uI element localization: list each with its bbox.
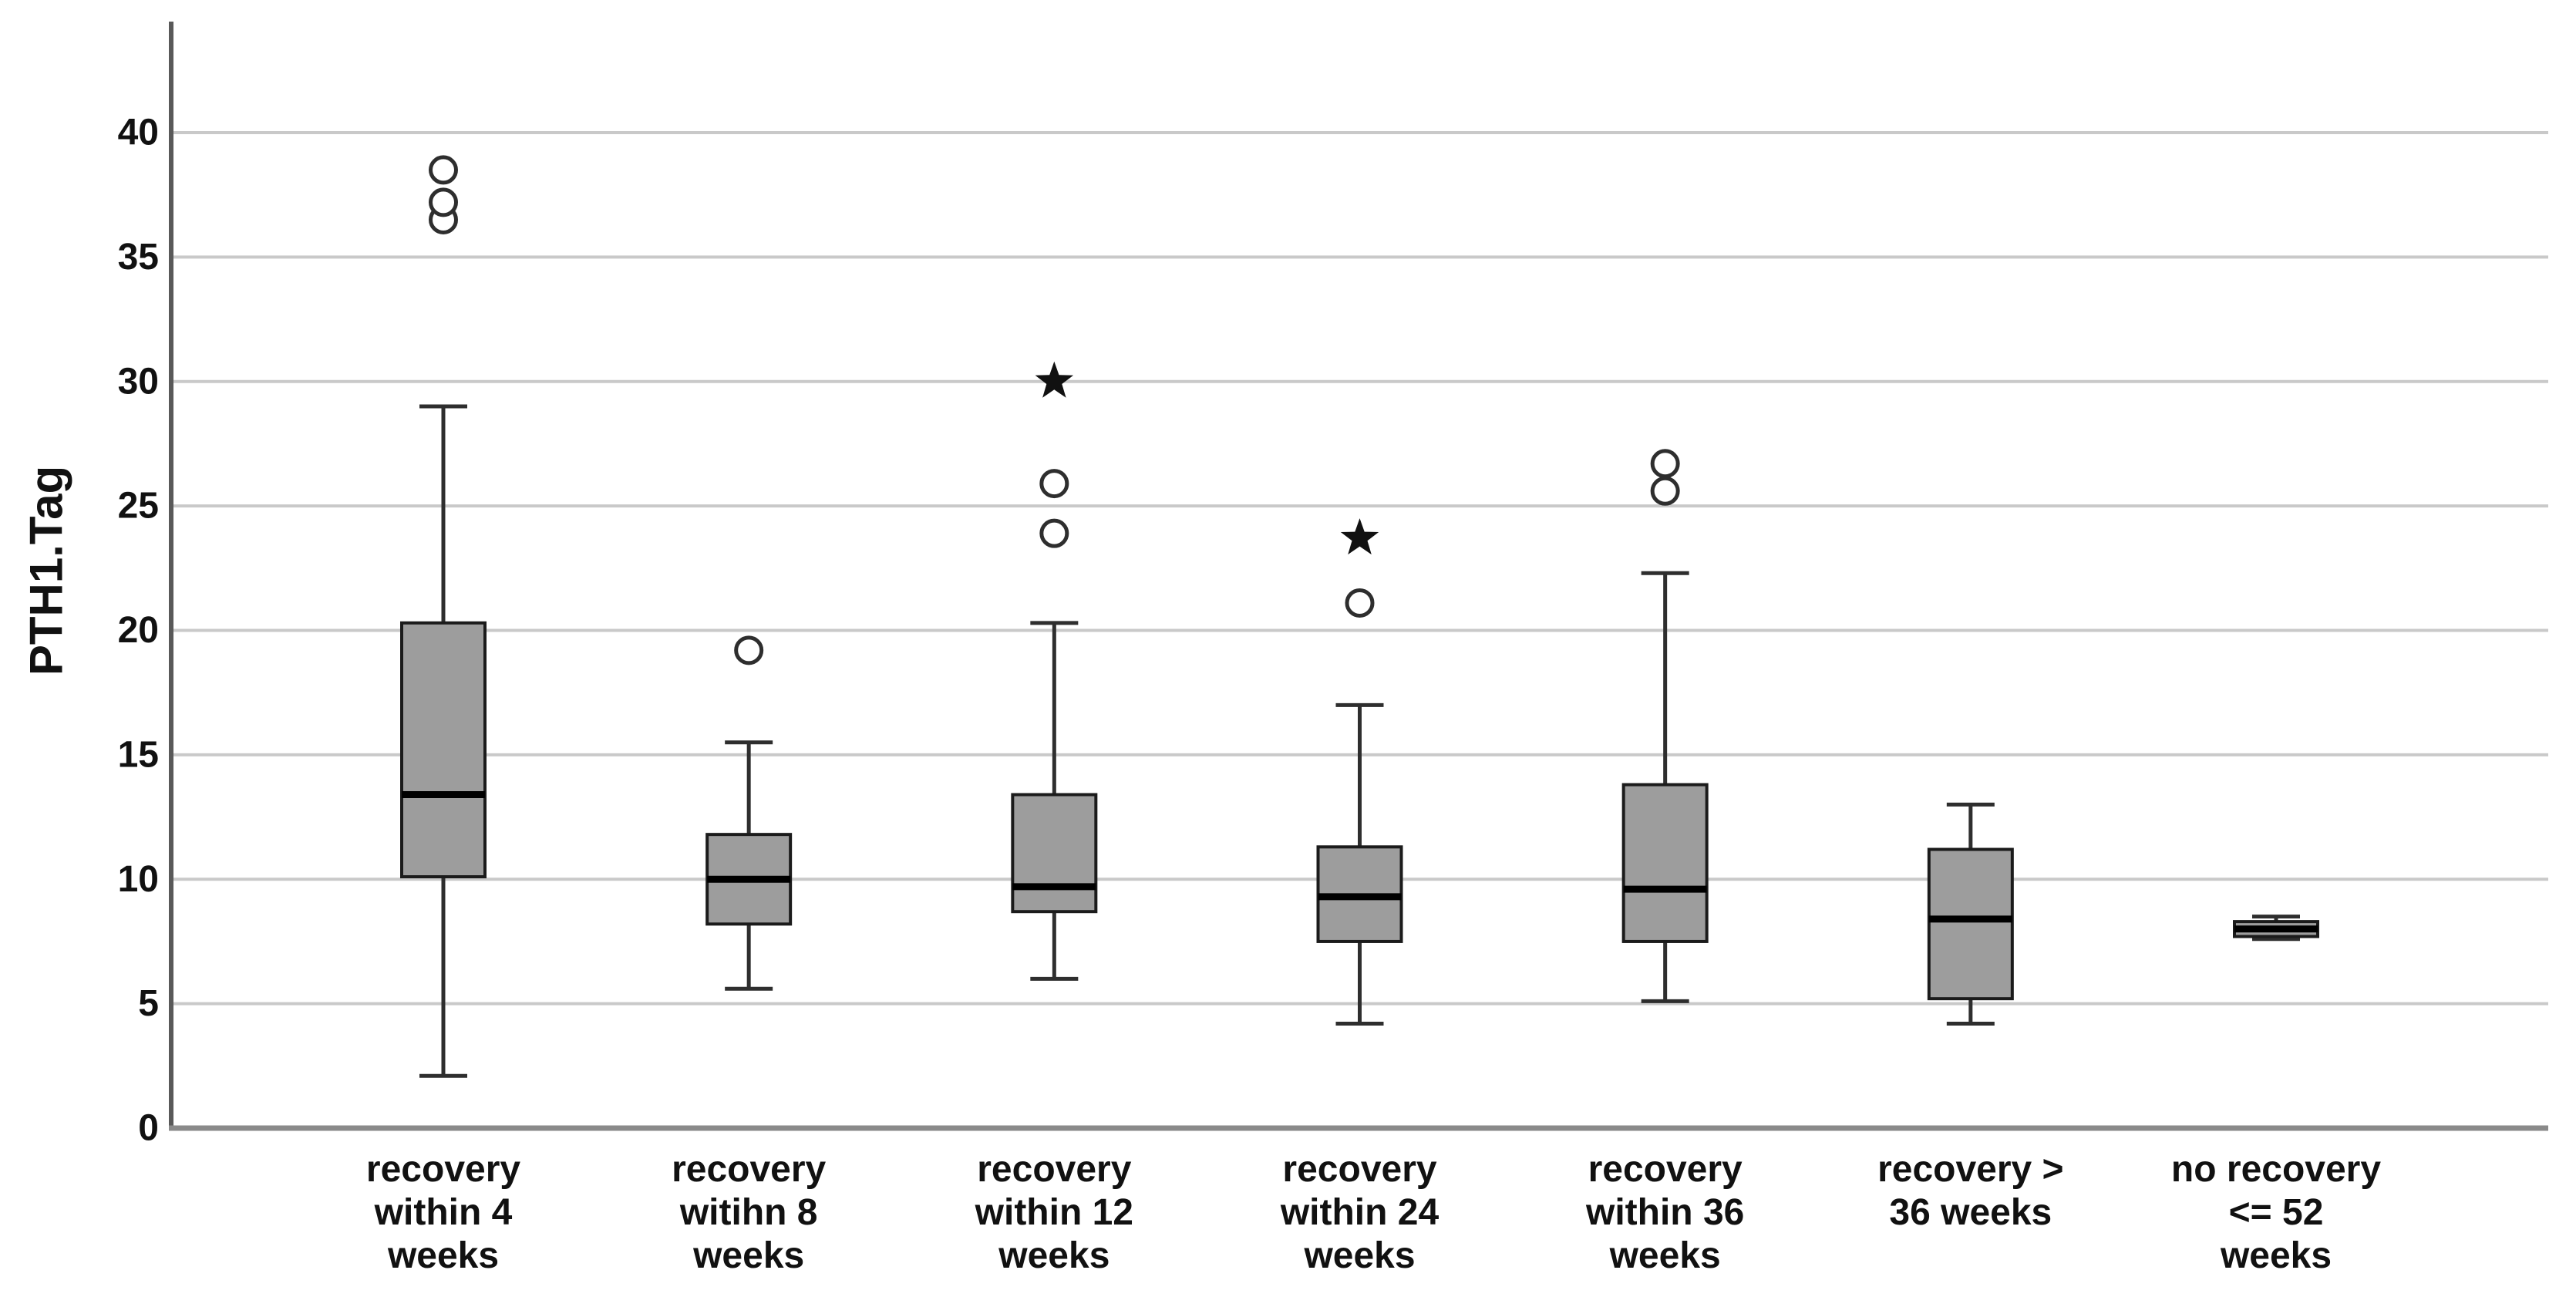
y-tick-label: 5: [138, 983, 159, 1024]
x-category-label: weeks: [1303, 1235, 1415, 1276]
y-tick-label: 20: [118, 610, 159, 651]
outlier-circle-icon: [1650, 476, 1680, 506]
x-category-label: recovery >: [1877, 1149, 2064, 1190]
y-tick-label: 40: [118, 113, 159, 153]
x-category-label: weeks: [2220, 1235, 2332, 1276]
y-tick-label: 15: [118, 734, 159, 775]
x-category-label: weeks: [387, 1235, 499, 1276]
outlier-circle-icon: [429, 155, 458, 185]
x-category-label: <= 52: [2229, 1192, 2324, 1233]
y-axis-title: PTH1.Tag: [21, 466, 72, 675]
iqr-box: [1927, 847, 2014, 1001]
x-category-label: weeks: [1609, 1235, 1721, 1276]
y-tick-label: 10: [118, 859, 159, 900]
iqr-box: [1011, 793, 1098, 914]
box-group-recovery-36-weeks: recovery >36 weeks: [1877, 802, 2064, 1233]
iqr-box: [1621, 783, 1709, 943]
x-category-label: within 4: [374, 1192, 513, 1233]
x-category-label: recovery: [977, 1149, 1131, 1190]
outlier-circle-icon: [1650, 449, 1680, 479]
outlier-circle-icon: [429, 187, 458, 217]
outlier-circle-icon: [734, 635, 764, 665]
outlier-circle-icon: [1039, 518, 1069, 548]
x-category-label: recovery: [1588, 1149, 1743, 1190]
y-tick-label: 25: [118, 486, 159, 527]
x-category-label: recovery: [366, 1149, 520, 1190]
x-category-label: weeks: [998, 1235, 1110, 1276]
x-category-label: no recovery: [2171, 1149, 2381, 1190]
x-category-label: 36 weeks: [1889, 1192, 2052, 1233]
x-category-label: within 24: [1280, 1192, 1440, 1233]
x-category-label: recovery: [672, 1149, 826, 1190]
y-tick-label: 30: [118, 361, 159, 402]
x-category-label: within 36: [1585, 1192, 1744, 1233]
x-category-label: weeks: [692, 1235, 804, 1276]
x-category-label: witihn 8: [679, 1192, 818, 1233]
extreme-star-icon: [1035, 361, 1074, 398]
x-category-label: recovery: [1282, 1149, 1436, 1190]
extreme-star-icon: [1340, 518, 1379, 555]
y-tick-label: 0: [138, 1108, 159, 1149]
iqr-box: [400, 621, 487, 879]
x-category-label: within 12: [975, 1192, 1133, 1233]
outlier-circle-icon: [1345, 588, 1375, 618]
outlier-circle-icon: [1039, 469, 1069, 499]
y-tick-label: 35: [118, 237, 159, 278]
